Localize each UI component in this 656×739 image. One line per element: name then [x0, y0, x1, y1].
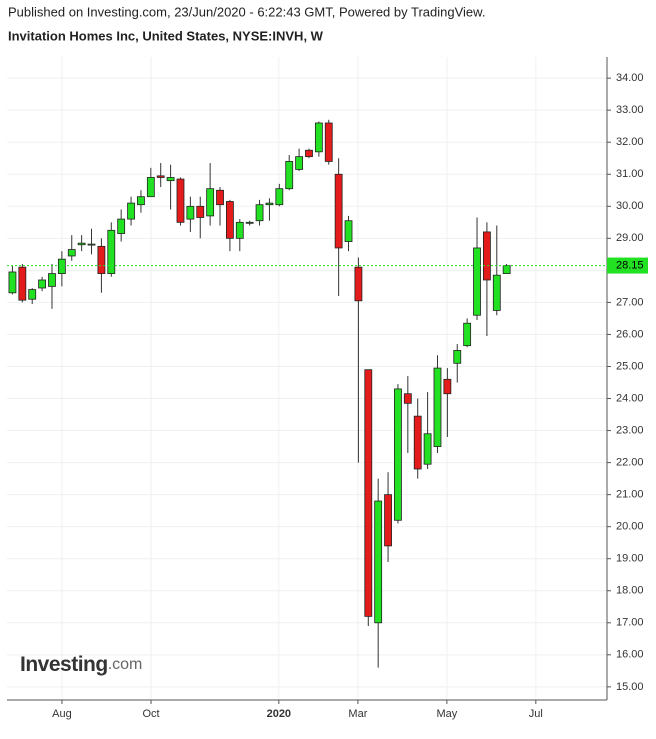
candle-body — [443, 378, 452, 395]
y-tick-label: 21.00 — [616, 489, 644, 501]
candle-body — [38, 279, 46, 289]
candle-body — [216, 189, 224, 206]
candle-body — [492, 274, 501, 311]
candle-body — [156, 175, 165, 178]
y-tick-label: 15.00 — [616, 681, 644, 693]
candle-body — [265, 202, 274, 206]
candle-body — [295, 156, 303, 170]
candle-body — [48, 273, 56, 287]
x-tick-label: May — [436, 708, 457, 720]
y-tick-label: 16.00 — [616, 649, 644, 661]
candle-body — [97, 245, 106, 274]
x-tick-label: 2020 — [267, 708, 291, 720]
candle-body — [394, 388, 402, 521]
candle-body — [463, 322, 472, 347]
candle-body — [334, 173, 343, 249]
y-tick-label: 27.00 — [616, 296, 644, 308]
candle-body — [67, 249, 76, 257]
candle-body — [364, 369, 373, 617]
y-tick-label: 24.00 — [616, 392, 644, 404]
candle-body — [374, 500, 383, 624]
candle-body — [117, 218, 126, 234]
last-price-label: 28.15 — [616, 259, 644, 271]
y-tick-label: 32.00 — [616, 136, 644, 148]
candle-body — [344, 220, 353, 242]
candle-body — [403, 393, 412, 404]
candle-body — [245, 221, 254, 224]
y-tick-label: 22.00 — [616, 457, 644, 469]
candle-body — [305, 149, 313, 158]
chart-title: Invitation Homes Inc, United States, NYS… — [8, 28, 324, 43]
x-tick-label: Mar — [348, 708, 367, 720]
candle-body — [146, 177, 155, 198]
x-tick-label: Oct — [142, 708, 159, 720]
logo-suffix: .com — [108, 656, 143, 673]
candle-body — [423, 433, 432, 465]
candle-body — [196, 205, 205, 218]
y-tick-label: 34.00 — [616, 72, 644, 84]
last-price-box — [607, 257, 648, 274]
candle-body — [127, 202, 135, 220]
y-tick-label: 26.00 — [616, 328, 644, 340]
y-tick-label: 30.00 — [616, 200, 644, 212]
candle-body — [18, 266, 27, 301]
y-tick-label: 17.00 — [616, 617, 644, 629]
candle-body — [137, 196, 145, 206]
candle-body — [235, 221, 244, 239]
y-tick-label: 31.00 — [616, 168, 644, 180]
candle-body — [285, 161, 294, 190]
candles — [7, 119, 607, 668]
candle-body — [87, 243, 96, 246]
candle-body — [107, 229, 116, 274]
candle-body — [28, 289, 37, 300]
candle-body — [483, 231, 491, 281]
x-tick-label: Jul — [529, 708, 543, 720]
candle-body — [314, 122, 323, 153]
x-tick-label: Aug — [52, 708, 72, 720]
candle-body — [275, 188, 284, 206]
y-tick-label: 25.00 — [616, 360, 644, 372]
candle-body — [354, 266, 363, 302]
candle-body — [255, 204, 264, 222]
y-tick-label: 18.00 — [616, 585, 644, 597]
candle-body — [186, 205, 195, 220]
candle-body — [413, 415, 422, 470]
candle-body — [176, 178, 185, 223]
published-note: Published on Investing.com, 23/Jun/2020 … — [8, 4, 485, 19]
candle-body — [8, 271, 17, 294]
candle-body — [473, 247, 481, 316]
candle-body — [502, 265, 511, 274]
y-tick-label: 33.00 — [616, 104, 644, 116]
candle-body — [324, 122, 333, 162]
y-tick-label: 29.00 — [616, 232, 644, 244]
y-tick-label: 19.00 — [616, 553, 644, 565]
y-tick-label: 23.00 — [616, 424, 644, 436]
candle-body — [453, 350, 462, 364]
candle-body — [57, 258, 66, 274]
candle-body — [77, 242, 86, 246]
candle-body — [433, 367, 442, 447]
y-tick-label: 20.00 — [616, 521, 644, 533]
candle-body — [384, 494, 392, 547]
candle-body — [206, 188, 215, 217]
candle-body — [226, 201, 234, 239]
candle-body — [166, 177, 175, 182]
logo: Investing.com — [20, 653, 142, 676]
logo-brand: Investing — [20, 653, 108, 676]
